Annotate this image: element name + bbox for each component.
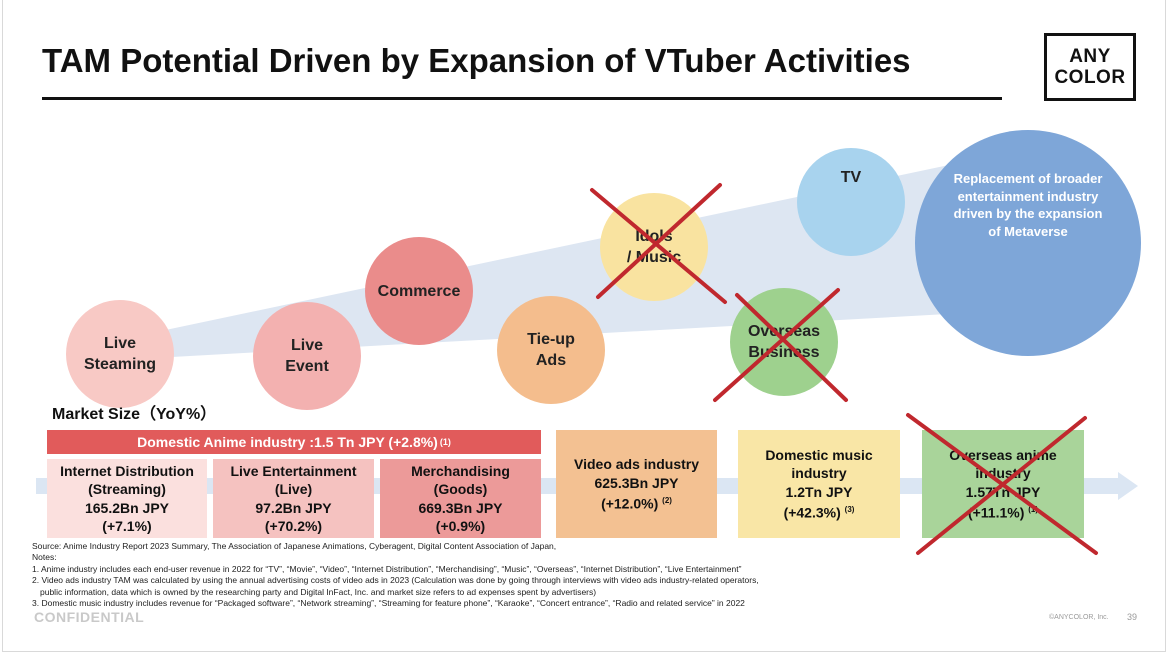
circle-tie-up-ads: Tie-up Ads <box>497 296 605 404</box>
box-yoy: (+0.9%) <box>436 517 485 535</box>
box-yoy-text: (+7.1%) <box>102 518 152 534</box>
source-line: Source: Anime Industry Report 2023 Summa… <box>32 541 557 551</box>
note-2: 2. Video ads industry TAM was calculated… <box>32 575 759 586</box>
circle-label: Live Steaming <box>83 335 156 373</box>
box-yoy-text: (+0.9%) <box>435 518 486 534</box>
box-note: (1) <box>1028 505 1039 515</box>
box-value: 669.3Bn JPY <box>418 500 503 516</box>
box-yoy: (+70.2%) <box>265 517 322 535</box>
logo-line-2: COLOR <box>1054 67 1126 88</box>
box-domestic-music: Domestic music industry 1.2Tn JPY (+42.3… <box>738 430 900 538</box>
box-value: 165.2Bn JPY <box>84 500 170 516</box>
anime-bar-note: (1) <box>439 437 451 447</box>
box-live-entertainment: Live Entertainment (Live) 97.2Bn JPY (+7… <box>213 459 374 538</box>
notes-heading: Notes: <box>32 552 57 563</box>
circle-metaverse: Replacement of broader entertainment ind… <box>915 130 1141 356</box>
circle-commerce: Commerce <box>365 237 473 345</box>
box-name: Internet Distribution (Streaming) <box>60 463 194 497</box>
box-internet-distribution: Internet Distribution (Streaming) 165.2B… <box>47 459 207 538</box>
box-yoy: (+7.1%) <box>102 517 151 535</box>
domestic-anime-bar: Domestic Anime industry :1.5 Tn JPY (+2.… <box>47 430 541 454</box>
page-number: 39 <box>1127 612 1138 622</box>
box-value: 97.2Bn JPY <box>255 500 332 516</box>
circle-label: TV <box>840 168 862 186</box>
logo-line-1: ANY <box>1069 46 1111 67</box>
box-name: Domestic music industry <box>765 447 873 482</box>
circle-label: Tie-up Ads <box>527 331 575 369</box>
cross-mark-idols-music <box>590 183 727 304</box>
box-name: Video ads industry <box>574 456 699 473</box>
cross-mark-overseas-business <box>713 288 848 402</box>
box-yoy: (+11.1%) (1) <box>968 501 1038 522</box>
title-underline <box>42 97 1002 100</box>
circle-label: Commerce <box>377 282 461 300</box>
anime-bar-text: Domestic Anime industry :1.5 Tn JPY (+2.… <box>137 434 438 450</box>
circle-tv: TV <box>797 148 905 256</box>
copyright: ©ANYCOLOR, Inc. <box>1049 614 1109 621</box>
confidential-label: CONFIDENTIAL <box>34 609 145 625</box>
circle-live-streaming: Live Steaming <box>66 300 174 408</box>
source-notes: Source: Anime Industry Report 2023 Summa… <box>32 541 932 609</box>
box-yoy-text: (+12.0%) <box>601 495 659 512</box>
circle-live-event: Live Event <box>253 302 361 410</box>
note-3: 3. Domestic music industry includes reve… <box>32 598 745 609</box>
box-value: 1.2Tn JPY <box>785 484 853 501</box>
box-note: (2) <box>662 496 672 506</box>
box-note: (3) <box>844 505 855 515</box>
box-yoy-text: (+42.3%) <box>783 504 841 521</box>
box-yoy: (+12.0%) (2) <box>601 492 672 513</box>
box-video-ads: Video ads industry 625.3Bn JPY (+12.0%) … <box>556 430 717 538</box>
cross-mark-overseas-anime <box>906 413 1098 555</box>
anycolor-logo: ANY COLOR <box>1044 33 1136 101</box>
note-1: 1. Anime industry includes each end-user… <box>32 563 742 574</box>
box-value: 625.3Bn JPY <box>594 475 679 492</box>
page-title: TAM Potential Driven by Expansion of VTu… <box>42 42 911 79</box>
circle-label: Live Event <box>285 337 329 375</box>
market-size-label: Market Size（YoY%） <box>52 406 217 423</box>
box-yoy: (+42.3%) (3) <box>784 501 855 522</box>
box-name: Live Entertainment (Live) <box>230 463 357 497</box>
box-name: Merchandising (Goods) <box>411 463 510 497</box>
circle-label: Replacement of broader entertainment ind… <box>953 171 1103 239</box>
box-yoy-text: (+70.2%) <box>264 518 323 534</box>
box-yoy-text: (+11.1%) <box>967 504 1025 521</box>
box-merchandising: Merchandising (Goods) 669.3Bn JPY (+0.9%… <box>380 459 541 538</box>
note-2-cont: public information, data which is owned … <box>40 586 597 597</box>
